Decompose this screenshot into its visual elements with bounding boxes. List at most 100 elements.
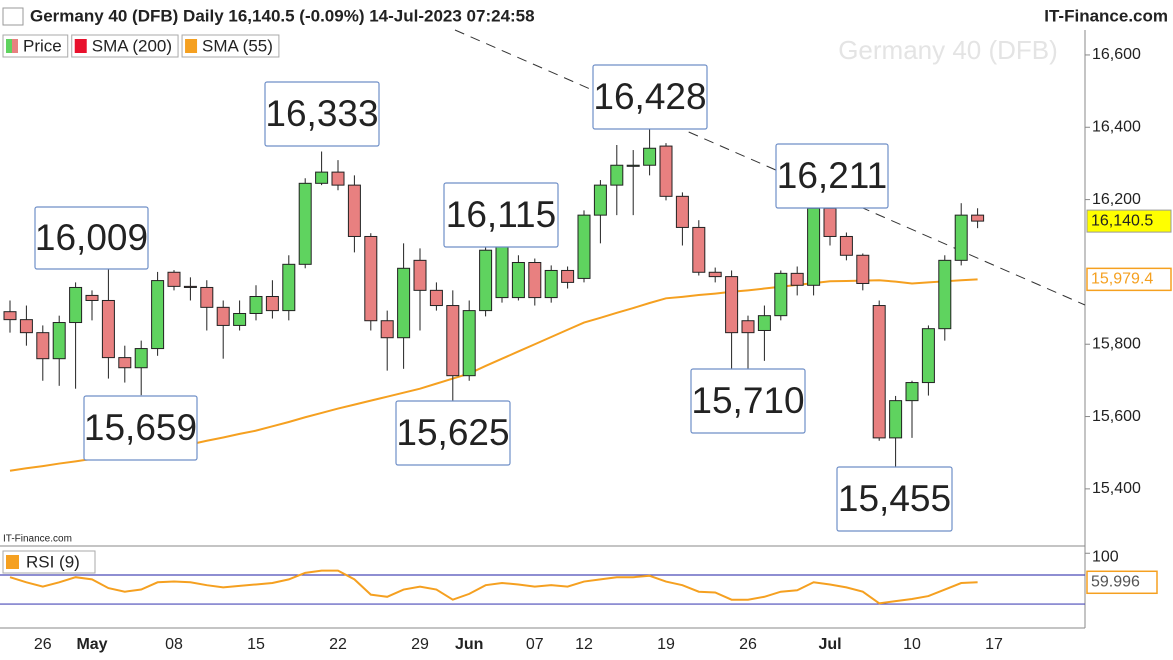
candle-body [479,249,493,312]
candle-body [954,214,968,261]
annotation-box [775,143,889,209]
candle-body [708,271,722,278]
y-tick-label: 15,400 [1092,480,1141,497]
candle-body [3,311,17,321]
annotation-label: 15,710 [691,380,804,421]
candle-body [561,269,575,283]
x-tick-label: 07 [526,636,544,653]
candle-body [856,254,870,284]
x-tick-label: 26 [34,636,52,653]
x-tick-label: 10 [903,636,921,653]
legend-swatch [74,39,87,53]
candle-body [397,267,411,339]
candle-body [610,164,624,186]
annotation-box [395,400,511,466]
candle-body [249,295,263,314]
candle-body [298,182,312,265]
y-tick-label: 16,400 [1092,118,1141,135]
candle-body [233,312,247,326]
annotation-label: 16,428 [593,76,706,117]
candle-body [675,195,689,228]
candle-body [577,214,591,279]
candle-body [839,235,853,256]
candle-body [774,272,788,317]
candle-body [69,286,83,324]
x-tick-label: 26 [739,636,757,653]
legend-swatch [6,39,12,53]
annotation-label: 15,625 [396,412,509,453]
annotation-label: 15,659 [84,407,197,448]
candle-body [446,305,460,377]
candle-body [118,357,132,369]
candle-body [183,285,197,288]
candle-body [889,400,903,439]
annotation-box [836,466,953,532]
candle-body [380,320,394,339]
candle-body [495,241,509,299]
sma-label-box [1086,267,1172,292]
annotation-label: 16,333 [265,93,378,134]
candle-body [36,332,50,360]
x-tick-label: 22 [329,636,347,653]
legend-label: SMA (200) [92,36,172,55]
y-tick-label: 15,800 [1092,335,1141,352]
x-tick-label: 08 [165,636,183,653]
legend-swatch [6,555,19,569]
candle-body [725,276,739,334]
legend-item [2,34,69,58]
annotation-box [264,81,380,147]
x-tick-label: Jul [818,636,841,653]
x-tick-label: Jun [455,636,483,653]
candle-body [347,184,361,237]
annotation-label: 16,009 [35,217,148,258]
rsi-line [9,569,978,605]
legend-swatch [185,39,198,53]
candle-body [659,145,673,197]
candle-body [823,207,837,237]
candle-body [528,262,542,299]
trend-line [454,29,1086,306]
annotation-box [690,368,806,434]
candle-body [593,184,607,216]
candle-body [741,320,755,334]
candle-body [364,235,378,322]
candle-body [790,272,804,286]
candle-body [282,263,296,312]
x-tick-label: 12 [575,636,593,653]
candle-body [971,214,985,222]
candle-body [265,295,279,312]
legend-item [2,550,96,574]
annotation-label: 15,455 [838,478,951,519]
x-tick-label: 15 [247,636,265,653]
annotation-box [592,64,708,130]
annotation-label: 16,115 [446,194,556,235]
legend-label: SMA (55) [202,36,273,55]
y-tick-label: 16,200 [1092,191,1141,208]
candle-body [200,286,214,308]
candle-body [938,259,952,330]
logo-box [2,7,24,26]
y-tick-label: 15,600 [1092,408,1141,425]
candle-body [19,319,33,334]
candle-body [413,259,427,291]
candle-body [216,306,230,326]
candle-body [429,289,443,307]
candle-body [807,207,821,286]
legend-label: Price [23,36,62,55]
x-tick-label: May [76,636,107,653]
price-label-box [1086,209,1172,233]
legend-label: RSI (9) [26,552,80,571]
legend-item [71,34,179,58]
annotation-box [443,182,559,248]
rsi-label: 59.996 [1091,574,1140,591]
candle-body [167,271,181,287]
candle-body [511,262,525,299]
candle-body [905,382,919,402]
x-tick-label: 17 [985,636,1003,653]
price-label: 16,140.5 [1091,212,1153,229]
candle-body [134,348,148,369]
candle-body [52,322,66,360]
candle-body [85,294,99,301]
candle-body [626,164,640,167]
